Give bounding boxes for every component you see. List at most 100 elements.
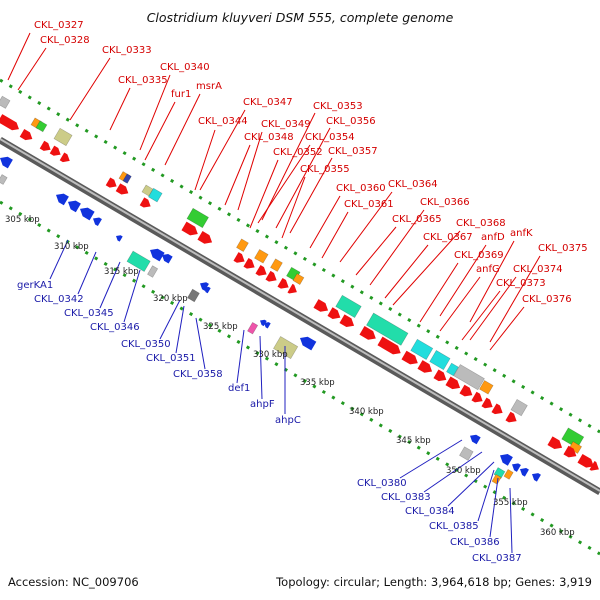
forward-cds-arrow[interactable] (243, 258, 257, 272)
cds-block[interactable] (0, 95, 11, 109)
forward-cds-arrow[interactable] (505, 411, 519, 426)
gene-label[interactable]: CKL_0366 (420, 197, 470, 208)
cds-block[interactable] (141, 184, 154, 197)
gene-label[interactable]: CKL_0351 (146, 353, 196, 364)
gene-label[interactable]: CKL_0368 (456, 218, 506, 229)
reverse-cds-arrow[interactable] (53, 191, 69, 206)
gene-label[interactable]: CKL_0373 (496, 278, 546, 289)
reverse-cds-arrow[interactable] (160, 252, 173, 264)
forward-cds-arrow[interactable] (139, 197, 153, 210)
gene-label[interactable]: CKL_0345 (64, 308, 114, 319)
gene-label[interactable]: msrA (196, 81, 222, 92)
gene-label[interactable]: CKL_0340 (160, 62, 210, 73)
gene-label[interactable]: def1 (228, 383, 250, 394)
reverse-cds-arrow[interactable] (258, 318, 267, 327)
reverse-cds-arrow[interactable] (518, 466, 529, 477)
cds-block[interactable] (186, 207, 209, 229)
cds-block[interactable] (273, 336, 299, 360)
gene-label[interactable]: CKL_0348 (244, 132, 294, 143)
forward-cds-arrow[interactable] (377, 336, 403, 358)
reverse-cds-arrow[interactable] (297, 334, 317, 351)
gene-label[interactable]: CKL_0369 (454, 250, 504, 261)
cds-block[interactable] (453, 364, 485, 391)
forward-cds-arrow[interactable] (359, 326, 378, 343)
forward-cds-arrow[interactable] (197, 231, 214, 247)
gene-label[interactable]: CKL_0353 (313, 101, 363, 112)
gene-label[interactable]: CKL_0346 (90, 322, 140, 333)
reverse-cds-arrow[interactable] (0, 154, 13, 169)
forward-cds-arrow[interactable] (589, 460, 600, 474)
reverse-cds-arrow[interactable] (77, 205, 95, 221)
gene-label[interactable]: CKL_0383 (381, 492, 431, 503)
gene-label[interactable]: CKL_0358 (173, 369, 223, 380)
cds-block[interactable] (147, 265, 159, 278)
cds-block[interactable] (254, 249, 269, 264)
forward-cds-arrow[interactable] (459, 384, 474, 400)
reverse-cds-arrow[interactable] (262, 320, 271, 329)
gene-label[interactable]: CKL_0327 (34, 20, 84, 31)
forward-cds-arrow[interactable] (277, 277, 291, 292)
forward-cds-arrow[interactable] (49, 145, 63, 159)
cds-block[interactable] (126, 250, 151, 272)
forward-cds-arrow[interactable] (445, 376, 462, 393)
cds-block[interactable] (561, 427, 585, 449)
forward-cds-arrow[interactable] (105, 177, 119, 190)
cds-block[interactable] (410, 338, 434, 361)
forward-cds-arrow[interactable] (547, 436, 564, 452)
gene-label[interactable]: CKL_0364 (388, 179, 438, 190)
forward-cds-arrow[interactable] (481, 397, 495, 412)
reverse-cds-arrow[interactable] (65, 198, 81, 213)
forward-cds-arrow[interactable] (233, 252, 247, 266)
forward-cds-arrow[interactable] (313, 299, 330, 315)
forward-cds-arrow[interactable] (577, 453, 596, 471)
reverse-cds-arrow[interactable] (530, 471, 541, 482)
gene-label[interactable]: CKL_0367 (423, 232, 473, 243)
cds-block[interactable] (335, 294, 362, 319)
forward-cds-arrow[interactable] (433, 369, 448, 384)
cds-block[interactable] (446, 362, 459, 377)
gene-label[interactable]: CKL_0385 (429, 521, 479, 532)
gene-label[interactable]: CKL_0344 (198, 116, 248, 127)
cds-block[interactable] (366, 312, 409, 346)
reverse-cds-arrow[interactable] (202, 285, 211, 294)
forward-cds-arrow[interactable] (0, 114, 21, 133)
gene-label[interactable]: ahpF (250, 399, 275, 410)
forward-cds-arrow[interactable] (181, 221, 200, 239)
forward-cds-arrow[interactable] (255, 265, 269, 279)
forward-cds-arrow[interactable] (59, 152, 72, 164)
cds-block[interactable] (53, 127, 73, 147)
gene-label[interactable]: CKL_0354 (305, 132, 355, 143)
cds-block[interactable] (187, 288, 200, 303)
gene-label[interactable]: fur1 (171, 89, 191, 100)
forward-cds-arrow[interactable] (19, 129, 35, 143)
gene-label[interactable]: CKL_0387 (472, 553, 522, 564)
gene-label[interactable]: CKL_0352 (273, 147, 323, 158)
gene-label[interactable]: CKL_0374 (513, 264, 563, 275)
gene-label[interactable]: CKL_0375 (538, 243, 588, 254)
cds-block[interactable] (247, 321, 259, 335)
gene-label[interactable]: CKL_0384 (405, 506, 455, 517)
reverse-cds-arrow[interactable] (147, 246, 165, 262)
forward-cds-arrow[interactable] (39, 140, 53, 154)
gene-label[interactable]: CKL_0350 (121, 339, 171, 350)
cds-block[interactable] (35, 120, 48, 133)
forward-cds-arrow[interactable] (491, 403, 505, 418)
gene-label[interactable]: CKL_0333 (102, 45, 152, 56)
forward-cds-arrow[interactable] (327, 307, 342, 322)
cds-block[interactable] (479, 380, 494, 395)
gene-label[interactable]: CKL_0365 (392, 214, 442, 225)
forward-cds-arrow[interactable] (115, 183, 131, 197)
cds-block[interactable] (429, 350, 451, 371)
reverse-cds-arrow[interactable] (91, 215, 102, 227)
cds-block[interactable] (148, 187, 163, 203)
gene-label[interactable]: CKL_0386 (450, 537, 500, 548)
forward-cds-arrow[interactable] (287, 283, 299, 297)
reverse-cds-arrow[interactable] (198, 280, 209, 291)
forward-cds-arrow[interactable] (471, 391, 485, 406)
forward-cds-arrow[interactable] (265, 270, 279, 285)
gene-label[interactable]: CKL_0347 (243, 97, 293, 108)
cds-block[interactable] (122, 173, 132, 184)
gene-label[interactable]: CKL_0376 (522, 294, 572, 305)
gene-label[interactable]: CKL_0361 (344, 199, 394, 210)
gene-label[interactable]: CKL_0360 (336, 183, 386, 194)
